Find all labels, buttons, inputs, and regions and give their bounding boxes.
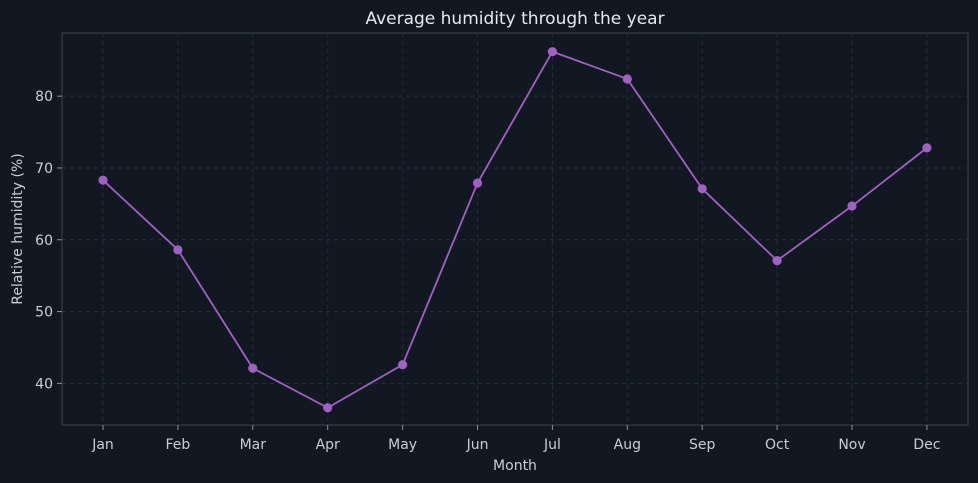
data-point [472, 178, 483, 188]
data-point [398, 360, 408, 370]
data-point [922, 143, 932, 153]
series-humidity [98, 47, 932, 413]
y-tick-label: 50 [35, 305, 53, 321]
data-point [772, 255, 782, 266]
x-tick-label: Aug [614, 437, 641, 453]
x-tick-label: Apr [316, 437, 340, 453]
series-line [102, 50, 928, 409]
plot-area [61, 32, 969, 426]
data-point [622, 74, 632, 84]
y-tick-label: 80 [35, 89, 53, 105]
x-tick-label: Jan [91, 437, 114, 453]
grid-lines [62, 33, 968, 425]
y-tick-label: 60 [35, 233, 53, 249]
data-point [547, 47, 558, 57]
x-tick-label: Jun [466, 437, 489, 453]
x-tick-label: Sep [689, 437, 716, 453]
x-tick-label: Dec [913, 437, 940, 453]
data-point [323, 403, 333, 413]
x-tick-label: Jul [543, 437, 561, 453]
y-tick-label: 70 [35, 161, 53, 177]
y-axis-label: Relative humidity (%) [10, 153, 26, 304]
x-axis-ticks: Jan Feb Mar Apr May Jun Jul Aug Sep Oct Nov Dec [91, 425, 940, 453]
x-tick-label: Mar [240, 437, 267, 453]
data-point [248, 363, 258, 373]
x-tick-label: Feb [166, 437, 191, 453]
y-tick-label: 40 [35, 376, 53, 392]
data-point [847, 201, 857, 211]
x-axis-label: Month [493, 458, 537, 474]
chart-title: Average humidity through the year [365, 9, 664, 29]
x-tick-label: Nov [838, 437, 865, 453]
x-tick-label: May [388, 437, 417, 453]
y-axis-ticks: 40 50 60 70 80 [35, 89, 62, 392]
data-point [697, 184, 707, 194]
data-point [173, 245, 183, 255]
x-tick-label: Oct [765, 437, 790, 453]
data-point [98, 175, 108, 185]
